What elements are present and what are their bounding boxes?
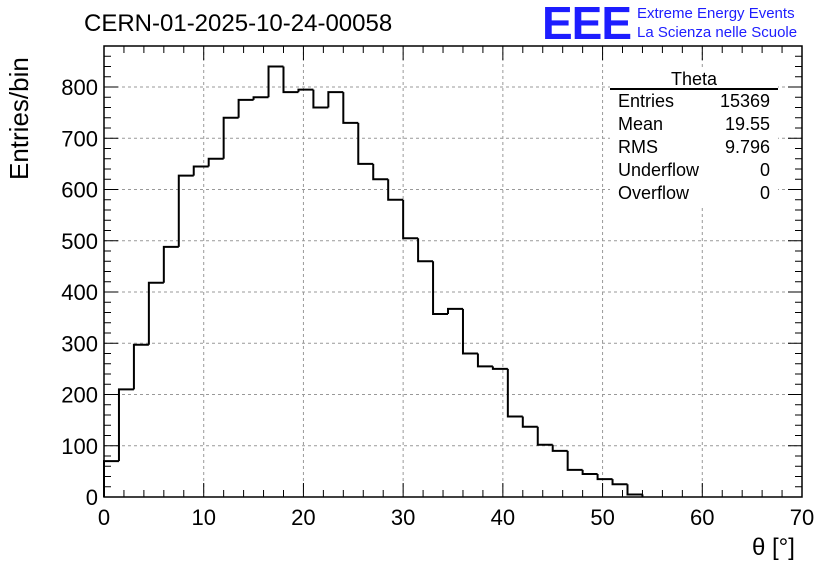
histogram-bin (387, 179, 404, 201)
run-title: CERN-01-2025-10-24-00058 (84, 10, 393, 37)
histogram-bin (372, 163, 389, 181)
histogram-bin (327, 91, 344, 108)
histogram-bin (342, 92, 359, 124)
histogram-bin (521, 416, 538, 428)
x-tick-label: 10 (191, 505, 215, 530)
histogram-bin (551, 444, 568, 452)
y-tick-label: 500 (61, 229, 98, 254)
histogram-bin (117, 388, 134, 462)
stats-value: 15369 (719, 91, 770, 111)
plot-frame (103, 45, 803, 498)
stats-row-mean: Mean 19.55 (610, 113, 778, 136)
axis-ticks (103, 45, 803, 498)
histogram-bin (611, 479, 628, 486)
histogram-bin (282, 66, 299, 94)
x-tick-label: 60 (690, 505, 714, 530)
histogram-bin (626, 484, 643, 496)
x-tick-label: 40 (491, 505, 515, 530)
x-tick-labels: 0 10 20 30 40 50 60 70 (98, 505, 814, 530)
stats-row-entries: Entries 15369 (610, 90, 778, 113)
stats-label: RMS (618, 137, 658, 157)
histogram-bin (162, 245, 179, 283)
histogram-bin (357, 122, 374, 165)
y-tick-label: 800 (61, 75, 98, 100)
histogram-bin (596, 473, 613, 481)
histogram-bin (476, 353, 493, 368)
histogram-bin (432, 261, 449, 316)
histogram-bin (566, 450, 583, 471)
histogram-bin (192, 165, 209, 176)
y-tick-label: 200 (61, 383, 98, 408)
histogram-bin (267, 65, 284, 98)
x-axis-label: θ [°] (752, 534, 795, 561)
x-tick-label: 0 (98, 505, 110, 530)
grid-lines (104, 46, 802, 497)
histogram-bin (447, 307, 463, 315)
logo-line-1: Extreme Energy Events (637, 5, 795, 22)
histogram-bars (103, 65, 644, 497)
stats-title: Theta (610, 70, 778, 90)
y-tick-labels: 0 100 200 300 400 500 600 700 800 (61, 75, 98, 510)
histogram-bin (132, 343, 149, 390)
histogram-bin (222, 116, 239, 159)
histogram-bin (237, 98, 254, 118)
stats-value: 9.796 (724, 137, 770, 157)
stats-row-underflow: Underflow 0 (610, 159, 778, 182)
eee-logo: EEE (542, 0, 632, 49)
stats-value: 19.55 (724, 114, 770, 134)
x-tick-label: 50 (590, 505, 614, 530)
logo-line-2: La Scienza nelle Scuole (637, 24, 798, 41)
stats-box: Theta Entries 15369 Mean 19.55 RMS 9.796… (610, 70, 778, 205)
y-tick-label: 300 (61, 331, 98, 356)
stats-row-overflow: Overflow 0 (610, 182, 778, 205)
stats-value: 0 (759, 160, 770, 180)
y-tick-label: 100 (61, 434, 98, 459)
histogram-bin (177, 174, 194, 247)
y-axis-label: Entries/bin (4, 57, 34, 180)
x-tick-label: 70 (790, 505, 814, 530)
histogram-bin (491, 366, 508, 370)
histogram-bin (461, 308, 478, 355)
histogram-bin (312, 89, 329, 109)
stats-label: Overflow (618, 183, 690, 203)
histogram-bin (581, 469, 598, 475)
stats-label: Underflow (618, 160, 700, 180)
y-tick-label: 400 (61, 280, 98, 305)
stats-row-rms: RMS 9.796 (610, 136, 778, 159)
x-tick-label: 30 (391, 505, 415, 530)
y-tick-label: 0 (86, 485, 98, 510)
histogram-bin (506, 368, 523, 418)
histogram-bin (252, 96, 269, 100)
histogram-bin (147, 281, 164, 345)
histogram-bin (536, 426, 553, 446)
histogram-bin (402, 199, 419, 240)
stats-label: Mean (618, 114, 664, 134)
histogram-bin (207, 157, 224, 167)
y-tick-label: 600 (61, 178, 98, 203)
stats-label: Entries (618, 91, 675, 111)
x-tick-label: 20 (291, 505, 315, 530)
y-tick-label: 700 (61, 126, 98, 151)
histogram-bin (297, 88, 314, 93)
logo-caption: Extreme Energy Events La Scienza nelle S… (637, 4, 797, 42)
stats-value: 0 (759, 183, 770, 203)
histogram-bin (417, 238, 434, 263)
